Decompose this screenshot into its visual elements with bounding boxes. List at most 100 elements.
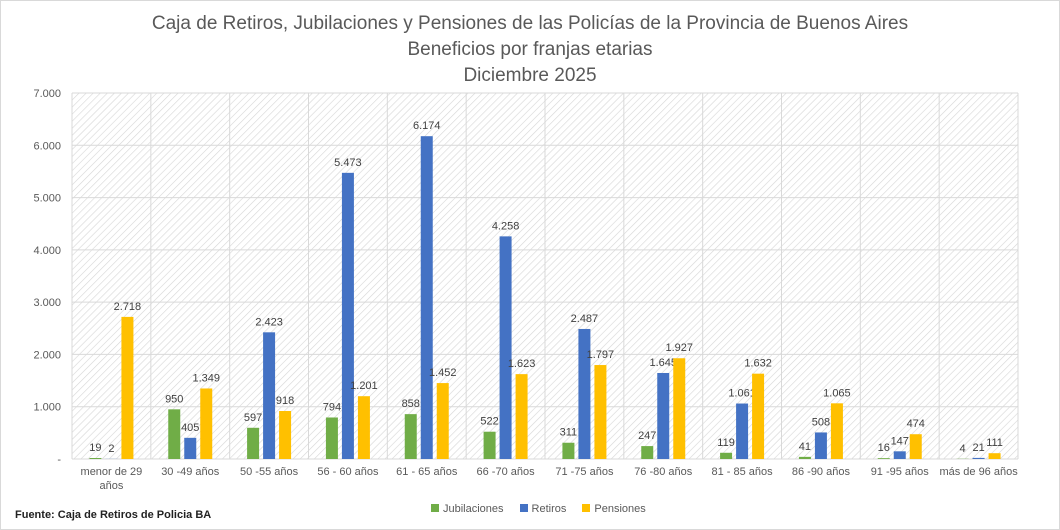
bar-jubilaciones bbox=[483, 431, 496, 459]
y-tick-label: 1.000 bbox=[33, 402, 61, 414]
bar-jubilaciones bbox=[89, 458, 102, 459]
bar-retiros bbox=[341, 172, 354, 460]
legend-item-jubilaciones: Jubilaciones bbox=[431, 503, 504, 515]
data-label: 1.349 bbox=[192, 372, 220, 384]
bar-retiros bbox=[972, 457, 985, 459]
y-tick-label: 2.000 bbox=[33, 349, 61, 361]
bar-pensiones bbox=[200, 388, 213, 459]
bar-jubilaciones bbox=[562, 442, 575, 459]
data-label: 41 bbox=[799, 441, 811, 453]
data-label: 405 bbox=[181, 422, 199, 434]
bar-jubilaciones bbox=[720, 452, 733, 459]
data-label: 16 bbox=[878, 442, 890, 454]
bar-retiros bbox=[736, 403, 749, 459]
data-label: 597 bbox=[244, 412, 262, 424]
bar-jubilaciones bbox=[247, 427, 260, 459]
y-tick-label: 7.000 bbox=[33, 88, 61, 100]
x-tick-label: años bbox=[99, 480, 123, 492]
bar-pensiones bbox=[909, 434, 922, 459]
y-tick-label: 6.000 bbox=[33, 140, 61, 152]
data-label: 474 bbox=[907, 418, 925, 430]
data-label: 2 bbox=[108, 443, 114, 455]
bar-pensiones bbox=[279, 411, 292, 459]
source-note: Fuente: Caja de Retiros de Policia BA bbox=[15, 509, 212, 521]
x-tick-label: menor de 29 bbox=[81, 466, 143, 478]
x-tick-label: 50 -55 años bbox=[240, 466, 299, 478]
chart-subtitle: Beneficios por franjas etarias bbox=[407, 39, 653, 60]
bar-retiros bbox=[499, 236, 512, 459]
x-tick-label: 71 -75 años bbox=[555, 466, 614, 478]
data-label: 858 bbox=[402, 398, 420, 410]
bar-jubilaciones bbox=[168, 409, 181, 459]
bar-jubilaciones bbox=[877, 458, 890, 459]
data-label: 794 bbox=[323, 401, 341, 413]
x-tick-label: 91 -95 años bbox=[871, 466, 930, 478]
bar-pensiones bbox=[673, 358, 686, 459]
bar-jubilaciones bbox=[641, 446, 654, 459]
bar-jubilaciones bbox=[798, 456, 811, 459]
legend: Jubilaciones Retiros Pensiones bbox=[431, 503, 646, 515]
x-tick-label: 56 - 60 años bbox=[317, 466, 379, 478]
bar-retiros bbox=[893, 451, 906, 459]
legend-label: Pensiones bbox=[594, 503, 646, 515]
bar-pensiones bbox=[121, 316, 134, 459]
data-label: 1.061 bbox=[728, 388, 756, 400]
bar-retiros bbox=[814, 432, 827, 459]
data-label: 21 bbox=[972, 442, 984, 454]
x-tick-label: 86 -90 años bbox=[792, 466, 851, 478]
data-label: 522 bbox=[480, 416, 498, 428]
x-tick-label: 66 -70 años bbox=[477, 466, 536, 478]
x-tick-label: 76 -80 años bbox=[634, 466, 693, 478]
chart-title: Caja de Retiros, Jubilaciones y Pensione… bbox=[151, 13, 909, 34]
legend-label: Retiros bbox=[531, 503, 567, 515]
data-label: 247 bbox=[638, 430, 656, 442]
data-label: 1.645 bbox=[649, 357, 677, 369]
data-label: 1.632 bbox=[744, 358, 772, 370]
chart-date: Diciembre 2025 bbox=[463, 65, 597, 86]
legend-item-pensiones: Pensiones bbox=[582, 503, 646, 515]
y-tick-label: 5.000 bbox=[33, 193, 61, 205]
bar-retiros bbox=[420, 136, 433, 460]
data-label: 147 bbox=[891, 435, 909, 447]
data-label: 2.718 bbox=[114, 301, 142, 313]
data-label: 2.487 bbox=[571, 313, 599, 325]
data-label: 5.473 bbox=[334, 157, 362, 169]
data-label: 2.423 bbox=[255, 316, 283, 328]
legend-item-retiros: Retiros bbox=[519, 503, 567, 515]
data-label: 1.623 bbox=[508, 358, 536, 370]
x-tick-label: más de 96 años bbox=[939, 466, 1018, 478]
data-label: 1.452 bbox=[429, 367, 457, 379]
x-tick-label: 81 - 85 años bbox=[712, 466, 774, 478]
legend-label: Jubilaciones bbox=[443, 503, 504, 515]
bar-chart: - 1.000 2.000 3.000 4.000 5.000 6.000 7.000 19 2 2… bbox=[33, 88, 1019, 492]
x-tick-label: 30 -49 años bbox=[161, 466, 220, 478]
bar-pensiones bbox=[515, 374, 528, 459]
data-label: 950 bbox=[165, 393, 183, 405]
data-label: 1.065 bbox=[823, 387, 851, 399]
data-label: 1.927 bbox=[665, 342, 693, 354]
bar-pensiones bbox=[988, 453, 1001, 459]
data-label: 119 bbox=[717, 437, 735, 449]
data-label: 1.201 bbox=[350, 380, 378, 392]
y-tick-label: 4.000 bbox=[33, 245, 61, 257]
x-tick-label: 61 - 65 años bbox=[396, 466, 458, 478]
data-label: 918 bbox=[276, 395, 294, 407]
data-label: 4 bbox=[960, 443, 966, 455]
bar-pensiones bbox=[752, 373, 765, 459]
data-label: 508 bbox=[812, 416, 830, 428]
data-label: 311 bbox=[560, 427, 578, 439]
data-label: 4.258 bbox=[492, 220, 520, 232]
bar-retiros bbox=[657, 372, 670, 459]
bar-retiros bbox=[184, 437, 197, 459]
bar-pensiones bbox=[594, 365, 607, 459]
y-tick-label: - bbox=[57, 454, 61, 466]
bar-pensiones bbox=[436, 383, 449, 459]
bar-retiros bbox=[578, 328, 591, 459]
data-label: 19 bbox=[89, 442, 101, 454]
bar-retiros bbox=[263, 332, 276, 459]
bar-pensiones bbox=[830, 403, 843, 459]
y-tick-label: 3.000 bbox=[33, 297, 61, 309]
data-label: 111 bbox=[986, 437, 1003, 449]
bar-jubilaciones bbox=[404, 414, 417, 459]
